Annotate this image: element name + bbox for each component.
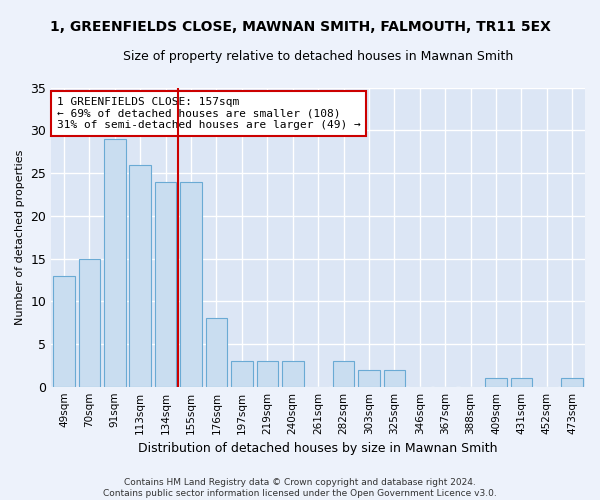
Bar xyxy=(358,370,380,386)
Bar xyxy=(206,318,227,386)
Title: Size of property relative to detached houses in Mawnan Smith: Size of property relative to detached ho… xyxy=(123,50,513,63)
Bar xyxy=(562,378,583,386)
Bar xyxy=(383,370,405,386)
Bar xyxy=(485,378,507,386)
Bar xyxy=(155,182,176,386)
Bar xyxy=(231,361,253,386)
Bar xyxy=(282,361,304,386)
Bar xyxy=(104,139,125,386)
Bar xyxy=(333,361,355,386)
Bar xyxy=(53,276,75,386)
Bar xyxy=(180,182,202,386)
Bar xyxy=(130,164,151,386)
Text: 1 GREENFIELDS CLOSE: 157sqm
← 69% of detached houses are smaller (108)
31% of se: 1 GREENFIELDS CLOSE: 157sqm ← 69% of det… xyxy=(56,96,361,130)
Bar xyxy=(257,361,278,386)
Bar xyxy=(79,258,100,386)
Text: Contains HM Land Registry data © Crown copyright and database right 2024.
Contai: Contains HM Land Registry data © Crown c… xyxy=(103,478,497,498)
Text: 1, GREENFIELDS CLOSE, MAWNAN SMITH, FALMOUTH, TR11 5EX: 1, GREENFIELDS CLOSE, MAWNAN SMITH, FALM… xyxy=(50,20,550,34)
X-axis label: Distribution of detached houses by size in Mawnan Smith: Distribution of detached houses by size … xyxy=(139,442,498,455)
Y-axis label: Number of detached properties: Number of detached properties xyxy=(15,150,25,325)
Bar xyxy=(511,378,532,386)
